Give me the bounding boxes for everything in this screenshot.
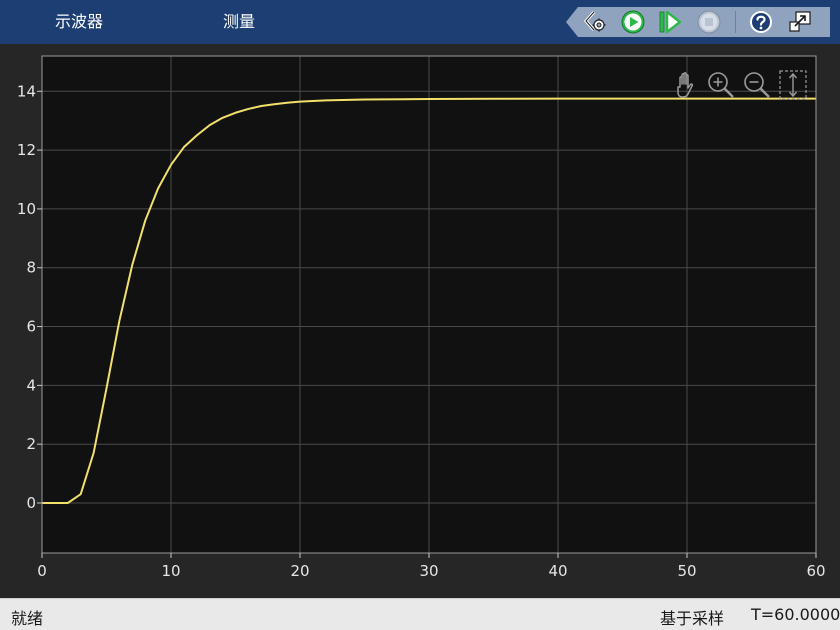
- run-button[interactable]: [618, 7, 648, 37]
- grid-lines: [42, 56, 816, 553]
- autoscale-button[interactable]: [776, 68, 810, 102]
- y-tick-label: 4: [26, 376, 36, 394]
- step-forward-icon: [659, 10, 682, 34]
- tab-measurements[interactable]: 测量: [223, 12, 256, 31]
- help-button[interactable]: [746, 7, 776, 37]
- run-icon: [621, 10, 645, 34]
- undock-button[interactable]: [785, 7, 815, 37]
- x-tick-label: 0: [37, 562, 47, 580]
- time-scope-axes[interactable]: 0 10 20 30 40 50 60 0 2 4 6 8 10 12 14: [0, 44, 840, 598]
- y-tick-label: 10: [17, 200, 36, 218]
- zoom-out-icon: [744, 72, 770, 98]
- settings-button[interactable]: [580, 7, 610, 37]
- plot-panel: 0 10 20 30 40 50 60 0 2 4 6 8 10 12 14: [0, 44, 840, 598]
- zoom-in-icon: [708, 72, 734, 98]
- zoom-in-button[interactable]: [704, 68, 738, 102]
- undock-icon: [789, 11, 811, 32]
- x-tick-label: 10: [161, 562, 180, 580]
- axes-toolbar: [670, 68, 816, 102]
- stop-button[interactable]: [694, 7, 724, 37]
- settings-icon: [583, 11, 606, 32]
- simulation-time: T=60.0000: [751, 605, 840, 624]
- x-tick-label: 50: [677, 562, 696, 580]
- trace-layer: [42, 97, 816, 505]
- tab-bar: 示波器 测量: [0, 0, 840, 44]
- sample-mode-label: 基于采样: [660, 609, 725, 628]
- y-tick-label: 12: [17, 141, 36, 159]
- pan-hand-icon: [677, 72, 694, 98]
- x-tick-label: 60: [806, 562, 825, 580]
- toolbar-separator: [735, 11, 736, 33]
- quick-access-toolbar: [566, 7, 830, 37]
- x-tick-label: 20: [290, 562, 309, 580]
- zoom-out-button[interactable]: [740, 68, 774, 102]
- y-tick-label: 6: [26, 318, 36, 336]
- x-tick-label: 30: [419, 562, 438, 580]
- status-bar: 就绪 基于采样 T=60.0000: [0, 598, 840, 630]
- y-tick-label: 2: [26, 435, 36, 453]
- step-forward-button[interactable]: [655, 7, 685, 37]
- help-icon: [750, 11, 772, 33]
- tab-scope[interactable]: 示波器: [55, 12, 104, 31]
- x-tick-label: 40: [548, 562, 567, 580]
- stop-icon: [697, 10, 721, 34]
- y-tick-label: 8: [26, 259, 36, 277]
- tick-marks: [37, 90, 817, 558]
- signal-trace: [42, 97, 816, 505]
- tick-labels: 0 10 20 30 40 50 60 0 2 4 6 8 10 12 14: [17, 82, 826, 580]
- y-tick-label: 14: [17, 82, 36, 100]
- status-text: 就绪: [11, 609, 44, 628]
- y-tick-label: 0: [26, 494, 36, 512]
- pan-button[interactable]: [670, 68, 704, 102]
- autoscale-icon: [779, 70, 807, 100]
